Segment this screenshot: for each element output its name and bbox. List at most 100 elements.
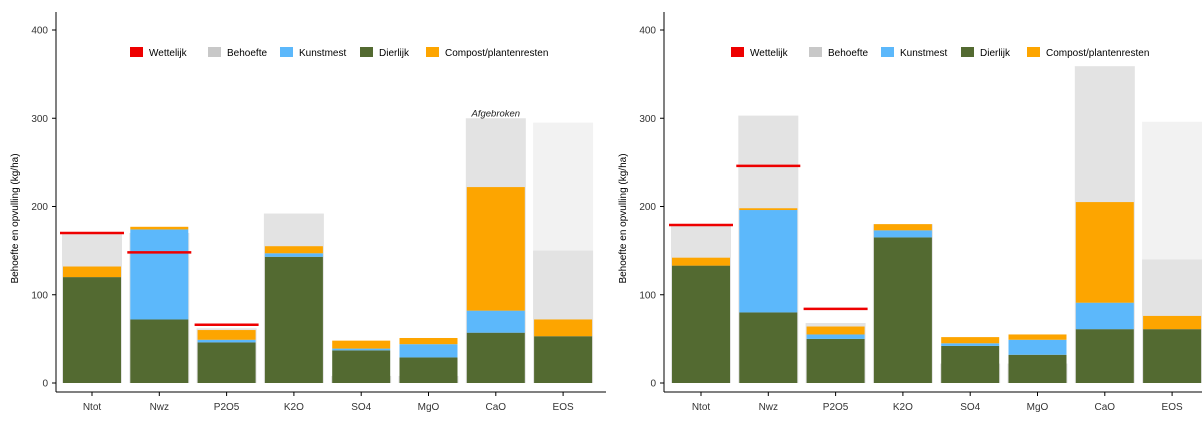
bar-dierlijk-ntot xyxy=(672,265,730,383)
legend-key-kunstmest xyxy=(280,47,293,57)
legend-key-wettelijk xyxy=(731,47,744,57)
x-tick-label-k2o: K2O xyxy=(284,402,304,413)
legend-key-compost-plantenresten xyxy=(1027,47,1040,57)
bar-compost-plantenresten-mgo xyxy=(399,337,458,345)
bar-compost-plantenresten-eos xyxy=(1143,315,1202,330)
legend-key-behoefte xyxy=(208,47,221,57)
bar-dierlijk-mgo xyxy=(399,357,458,383)
annotation-afgebroken: Afgebroken xyxy=(471,108,521,119)
bar-dierlijk-so4 xyxy=(332,350,391,383)
legend-label-wettelijk: Wettelijk xyxy=(750,48,789,59)
legend-item-dierlijk: Dierlijk xyxy=(360,47,410,59)
chart-panel-1: Behoefte en opvulling (kg/ha) 0 100 200 300 4… xyxy=(10,12,606,413)
legend-key-dierlijk xyxy=(961,47,974,57)
bar-kunstmest-mgo xyxy=(399,344,458,358)
bar-kunstmest-nwz xyxy=(739,210,798,313)
bar-dierlijk-eos xyxy=(1143,329,1202,383)
x-tick-label-ntot: Ntot xyxy=(83,402,102,413)
legend-item-dierlijk: Dierlijk xyxy=(961,47,1011,59)
legend-item-compost-plantenresten: Compost/plantenresten xyxy=(426,47,548,59)
bar-dierlijk-eos xyxy=(534,336,593,383)
bar-kunstmest-nwz xyxy=(130,229,189,320)
bar-kunstmest-so4 xyxy=(332,348,391,351)
legend-label-dierlijk: Dierlijk xyxy=(980,48,1011,59)
bar-kunstmest-k2o xyxy=(264,253,323,257)
legend-key-kunstmest xyxy=(881,47,894,57)
x-tick-label-so4: SO4 xyxy=(351,402,371,413)
legend-key-compost-plantenresten xyxy=(426,47,439,57)
x-tick-label-p2o5: P2O5 xyxy=(823,402,849,413)
bar-kunstmest-p2o5 xyxy=(806,334,865,339)
x-tick-label-eos: EOS xyxy=(1162,402,1183,413)
legend-item-kunstmest: Kunstmest xyxy=(881,47,947,59)
bar-compost-plantenresten-p2o5 xyxy=(197,330,256,340)
x-tick-label-k2o: K2O xyxy=(893,402,913,413)
y-tick-label: 300 xyxy=(639,114,656,125)
x-tick-label-p2o5: P2O5 xyxy=(214,402,240,413)
bar-compost-plantenresten-mgo xyxy=(1008,334,1067,340)
bar-compost-plantenresten-nwz xyxy=(739,208,798,211)
bar-compost-plantenresten-eos xyxy=(534,319,593,337)
legend-item-behoefte: Behoefte xyxy=(809,47,868,59)
y-tick-label: 100 xyxy=(31,290,48,301)
bar-kunstmest-k2o xyxy=(873,230,932,238)
legend-label-kunstmest: Kunstmest xyxy=(299,48,346,59)
bar-compost-plantenresten-k2o xyxy=(264,246,323,254)
x-tick-label-nwz: Nwz xyxy=(150,402,169,413)
legend-item-kunstmest: Kunstmest xyxy=(280,47,346,59)
bar-dierlijk-cao xyxy=(466,332,525,383)
bar-kunstmest-cao xyxy=(1075,302,1134,330)
y-tick-label: 0 xyxy=(42,379,48,390)
x-tick-label-ntot: Ntot xyxy=(692,402,711,413)
legend-label-compost-plantenresten: Compost/plantenresten xyxy=(445,48,548,59)
legend-item-behoefte: Behoefte xyxy=(208,47,267,59)
bar-dierlijk-ntot xyxy=(63,277,121,383)
bar-compost-plantenresten-so4 xyxy=(332,340,391,349)
legend-item-wettelijk: Wettelijk xyxy=(731,47,789,59)
bar-kunstmest-mgo xyxy=(1008,339,1067,355)
bar-dierlijk-nwz xyxy=(130,319,189,383)
bar-dierlijk-nwz xyxy=(739,312,798,383)
bar-kunstmest-so4 xyxy=(941,343,1000,346)
x-tick-label-nwz: Nwz xyxy=(759,402,778,413)
x-tick-label-mgo: MgO xyxy=(1027,402,1049,413)
legend: Wettelijk Behoefte Kunstmest Dierlijk Compos… xyxy=(731,47,1149,59)
x-tick-label-mgo: MgO xyxy=(418,402,440,413)
bar-dierlijk-k2o xyxy=(264,256,323,383)
bar-compost-plantenresten-so4 xyxy=(941,337,1000,344)
legend-label-behoefte: Behoefte xyxy=(828,48,868,59)
bar-kunstmest-cao xyxy=(466,310,525,333)
bar-compost-plantenresten-p2o5 xyxy=(806,326,865,335)
bar-kunstmest-p2o5 xyxy=(197,339,256,343)
y-tick-label: 200 xyxy=(639,202,656,213)
legend-item-compost-plantenresten: Compost/plantenresten xyxy=(1027,47,1149,59)
legend-label-wettelijk: Wettelijk xyxy=(149,48,188,59)
bar-dierlijk-cao xyxy=(1075,329,1134,383)
bar-compost-plantenresten-cao xyxy=(1075,202,1134,303)
x-tick-label-so4: SO4 xyxy=(960,402,980,413)
legend-item-wettelijk: Wettelijk xyxy=(130,47,188,59)
y-tick-label: 300 xyxy=(31,114,48,125)
x-tick-label-cao: CaO xyxy=(1095,402,1116,413)
x-tick-label-cao: CaO xyxy=(486,402,507,413)
y-tick-label: 400 xyxy=(639,26,656,37)
bar-compost-plantenresten-k2o xyxy=(873,224,932,231)
bar-dierlijk-p2o5 xyxy=(806,338,865,383)
bar-dierlijk-mgo xyxy=(1008,354,1067,383)
legend-key-wettelijk xyxy=(130,47,143,57)
bar-dierlijk-p2o5 xyxy=(197,342,256,383)
bar-compost-plantenresten-ntot xyxy=(63,266,121,278)
y-tick-label: 400 xyxy=(31,26,48,37)
y-axis-title: Behoefte en opvulling (kg/ha) xyxy=(10,153,21,283)
bar-dierlijk-so4 xyxy=(941,345,1000,383)
legend-key-dierlijk xyxy=(360,47,373,57)
legend-key-behoefte xyxy=(809,47,822,57)
legend: Wettelijk Behoefte Kunstmest Dierlijk Compos… xyxy=(130,47,548,59)
y-axis-title: Behoefte en opvulling (kg/ha) xyxy=(618,153,629,283)
legend-label-compost-plantenresten: Compost/plantenresten xyxy=(1046,48,1149,59)
chart-panel-2: Behoefte en opvulling (kg/ha) 0 100 200 300 4… xyxy=(618,12,1202,413)
bar-dierlijk-k2o xyxy=(873,237,932,383)
legend-label-behoefte: Behoefte xyxy=(227,48,267,59)
bar-compost-plantenresten-cao xyxy=(466,187,525,311)
